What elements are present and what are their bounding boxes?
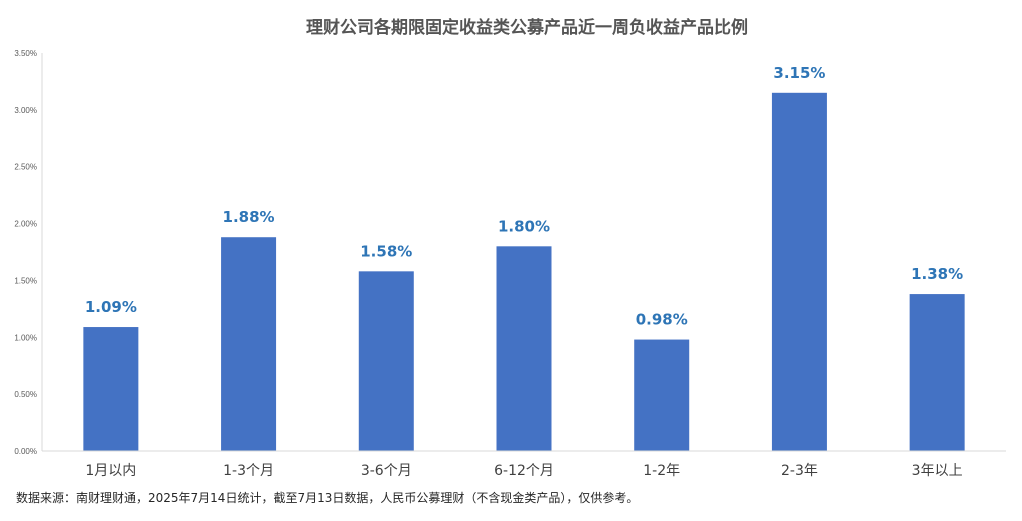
y-tick-label: 0.50%	[14, 390, 37, 399]
data-label: 1.80%	[498, 217, 550, 235]
chart-title: 理财公司各期限固定收益类公募产品近一周负收益产品比例	[306, 17, 748, 38]
bar	[634, 339, 690, 451]
y-tick-label: 2.00%	[14, 220, 37, 229]
bar	[771, 92, 827, 452]
y-tick-label: 0.00%	[14, 447, 37, 456]
x-tick-label: 6-12个月	[494, 463, 554, 479]
y-tick-label: 1.50%	[14, 276, 37, 285]
x-tick-label: 1-3个月	[223, 463, 274, 479]
x-tick-label: 1-2年	[643, 463, 680, 479]
source-note: 数据来源：南财理财通，2025年7月14日统计，截至7月13日数据，人民币公募理…	[16, 490, 638, 505]
x-axis: 1月以内 1-3个月 3-6个月 6-12个月 1-2年 2-3年 3年以上	[42, 450, 1006, 479]
bars	[83, 92, 965, 452]
x-tick-label: 3年以上	[912, 463, 963, 479]
bar	[83, 327, 139, 451]
y-axis: 0.00% 0.50% 1.00% 1.50% 2.00% 2.50% 3.00% 3.50%	[14, 49, 43, 456]
y-tick-label: 3.00%	[14, 106, 37, 115]
data-label: 1.09%	[85, 298, 137, 316]
data-label: 3.15%	[773, 64, 825, 82]
x-tick-label: 2-3年	[781, 463, 818, 479]
data-label: 0.98%	[636, 311, 688, 329]
x-tick-label: 1月以内	[85, 463, 136, 479]
bar	[496, 246, 552, 451]
bar	[221, 237, 277, 451]
y-tick-label: 1.00%	[14, 333, 37, 342]
data-label: 1.58%	[360, 242, 412, 260]
x-tick-label: 3-6个月	[361, 463, 412, 479]
bar	[909, 294, 965, 451]
bar	[358, 271, 414, 451]
data-labels: 1.09% 1.88% 1.58% 1.80% 0.98% 3.15% 1.38%	[85, 64, 963, 329]
y-tick-label: 2.50%	[14, 163, 37, 172]
data-label: 1.38%	[911, 265, 963, 283]
data-label: 1.88%	[223, 208, 275, 226]
y-tick-label: 3.50%	[14, 49, 37, 58]
